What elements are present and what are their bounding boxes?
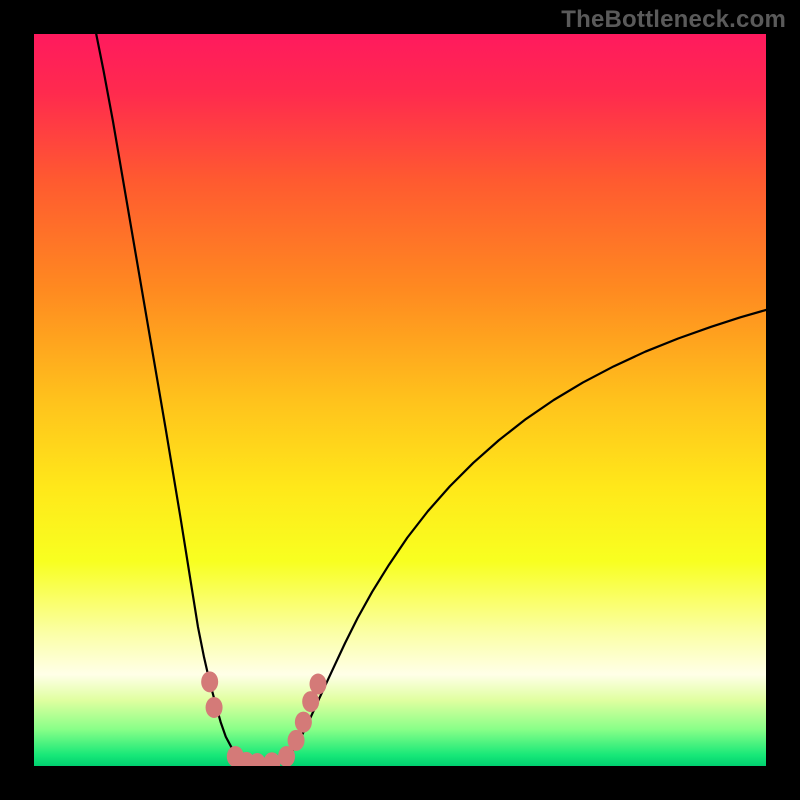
curve-marker — [288, 730, 305, 751]
curve-marker — [295, 712, 312, 733]
chart-svg — [34, 34, 766, 766]
curve-marker — [206, 697, 223, 718]
curve-marker — [201, 671, 218, 692]
plot-area — [34, 34, 766, 766]
gradient-background — [34, 34, 766, 766]
chart-frame: TheBottleneck.com — [0, 0, 800, 800]
curve-marker — [310, 674, 327, 695]
watermark-text: TheBottleneck.com — [561, 6, 786, 34]
